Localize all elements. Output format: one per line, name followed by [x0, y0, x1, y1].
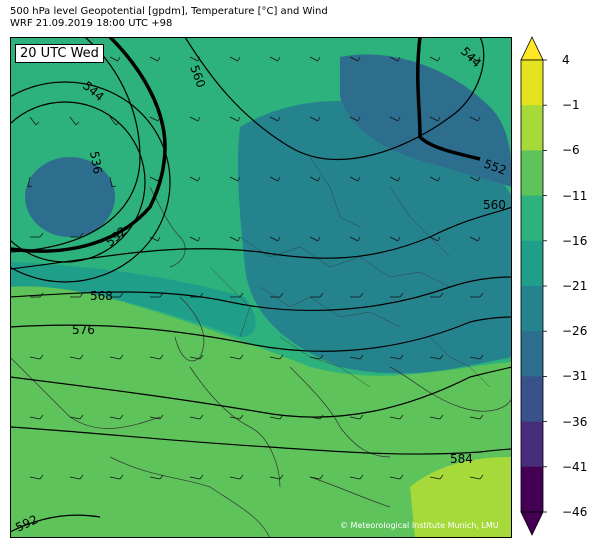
wind-barbs [27, 56, 484, 480]
credit-text: © Meteorological Institute Munich, LMU [340, 521, 499, 530]
weather-map: 544 560 544 536 552 552 560 568 576 584 … [10, 37, 512, 538]
colorbar-segment [521, 466, 543, 513]
map-subtitle: WRF 21.09.2019 18:00 UTC +98 [10, 18, 173, 29]
contour-label: 536 [87, 150, 105, 175]
colorbar-segment [521, 60, 543, 106]
temperature-colorbar [520, 36, 547, 536]
contour-label: 568 [90, 289, 113, 303]
colorbar-segment [521, 376, 543, 423]
valid-time-label: 20 UTC Wed [15, 44, 104, 63]
colorbar-segment [521, 195, 543, 242]
colorbar-segment [521, 421, 543, 468]
contour-label: 560 [483, 198, 506, 212]
contour-label: 576 [72, 323, 95, 337]
colorbar-segment [521, 105, 543, 151]
contour-label: 584 [450, 452, 473, 466]
colorbar-tick-label: −26 [562, 324, 588, 339]
map-title: 500 hPa level Geopotential [gpdm], Tempe… [10, 6, 328, 17]
colorbar-bottom-cap [520, 511, 544, 536]
cold-core-west [25, 157, 115, 237]
transition-band [10, 262, 256, 337]
colorbar-segment [521, 286, 543, 332]
cold-core-north [340, 54, 512, 187]
warm-region [10, 277, 512, 538]
colorbar-tick-label: −41 [562, 459, 588, 474]
colorbar-tick-label: −11 [562, 188, 588, 203]
colorbar-tick-label: −6 [562, 143, 580, 158]
colorbar-tick-label: −1 [562, 98, 580, 113]
colorbar-top-cap [520, 36, 544, 61]
highlight-contour-552 [10, 37, 481, 253]
colorbar-tick-label: −16 [562, 233, 588, 248]
warmest-region [410, 457, 512, 538]
coastlines [10, 186, 512, 538]
geopotential-contours [10, 37, 512, 533]
colorbar-tick-label: −21 [562, 279, 588, 293]
colorbar-segment [521, 240, 543, 287]
colorbar-tick-label: −31 [562, 369, 588, 384]
colorbar-segment [521, 150, 543, 197]
cold-region [237, 100, 512, 374]
colorbar-tick-label: 4 [562, 53, 570, 67]
colorbar-tick-label: −46 [562, 505, 588, 519]
colorbar-segment [521, 331, 543, 377]
colorbar-tick-label: −36 [562, 414, 588, 429]
map-frame [10, 37, 512, 538]
